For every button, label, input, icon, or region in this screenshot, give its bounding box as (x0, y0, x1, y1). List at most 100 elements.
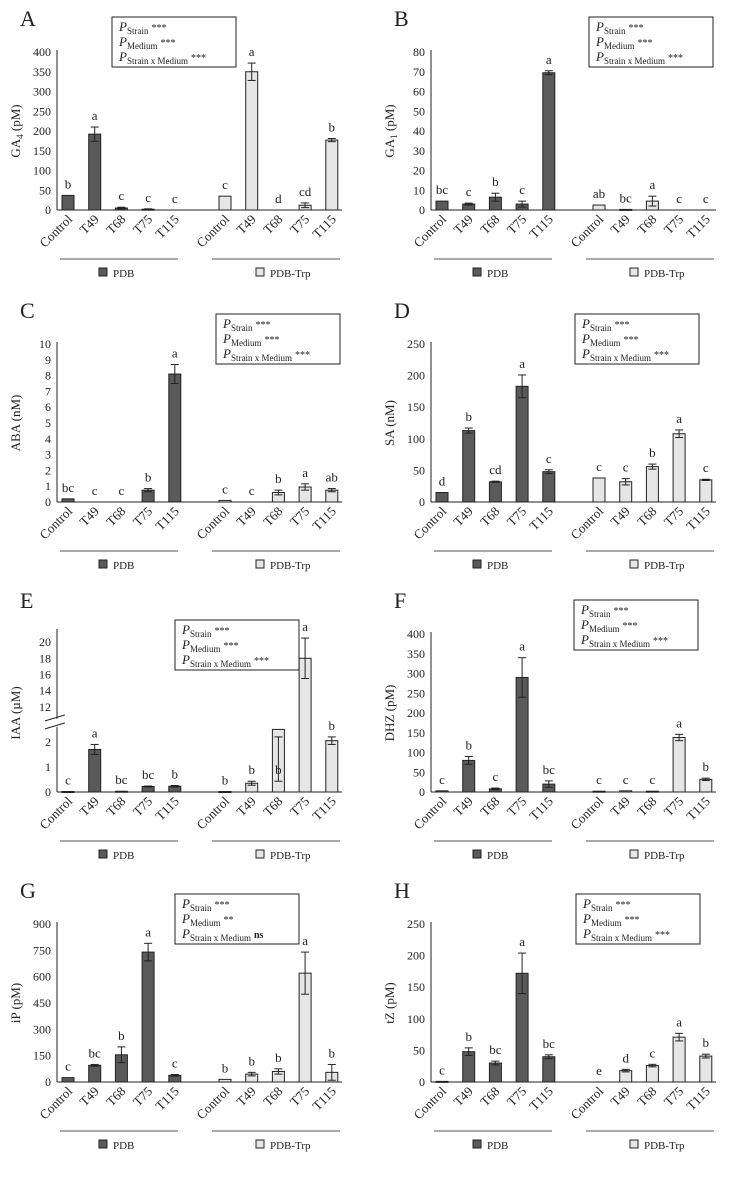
x-tick-label: T68 (477, 504, 502, 529)
stats-line: PStrain x Medium *** (581, 346, 669, 363)
significance-letter: c (676, 191, 682, 206)
significance-letter: a (302, 933, 308, 948)
stat-significance: *** (622, 621, 637, 632)
legend-swatch-PDB (98, 849, 108, 859)
stats-line: PMedium *** (118, 34, 175, 51)
x-tick-label: T75 (661, 212, 686, 237)
significance-letter: b (65, 176, 72, 191)
y-label-unit: (pM) (382, 982, 397, 1012)
x-tick-label: T68 (260, 212, 285, 237)
significance-letter: c (65, 1059, 71, 1074)
x-tick-label: T68 (260, 794, 285, 819)
significance-letter: c (623, 772, 629, 787)
x-tick-label: T115 (309, 794, 339, 824)
stat-subscript: Medium (604, 41, 635, 51)
stats-line: PMedium *** (580, 617, 637, 634)
significance-letter: a (546, 52, 552, 67)
bar-PDB-T68 (488, 481, 502, 503)
x-tick-label: T115 (683, 1084, 713, 1114)
y-tick-label: 200 (407, 706, 425, 720)
x-tick-label: T68 (103, 794, 128, 819)
x-tick-label: T68 (634, 794, 659, 819)
stats-box (575, 893, 701, 945)
bar-PDB-Control (61, 194, 75, 211)
panel-label: B (394, 6, 409, 31)
x-tick-label: Control (567, 503, 606, 542)
y-tick-label: 150 (407, 400, 425, 414)
legend-label: PDB (487, 1140, 508, 1152)
x-tick-label: T68 (103, 212, 128, 237)
x-tick-label: T68 (477, 1084, 502, 1109)
x-tick-label: T68 (103, 504, 128, 529)
stat-significance: *** (254, 656, 269, 667)
stat-subscript: Medium (231, 338, 262, 348)
significance-letter: cd (489, 462, 502, 477)
significance-letter: c (650, 772, 656, 787)
y-tick-label: 250 (407, 917, 425, 931)
x-tick-label: T75 (130, 1084, 155, 1109)
x-tick-label: T115 (152, 794, 182, 824)
legend-swatch-PDB (472, 559, 482, 569)
stat-significance: *** (214, 626, 229, 637)
y-tick-label: 60 (413, 85, 425, 99)
bar-PDB-T49 (462, 1051, 476, 1083)
y-tick-label: 50 (413, 765, 425, 779)
y-tick-label: 2 (45, 735, 51, 749)
stat-subscript: Medium (127, 41, 158, 51)
y-tick-label: 0 (45, 495, 51, 509)
significance-letter: a (172, 346, 178, 361)
x-tick-label: T68 (260, 1084, 285, 1109)
stat-significance: *** (214, 900, 229, 911)
y-tick-label: 4 (45, 432, 51, 446)
significance-letter: b (465, 409, 472, 424)
significance-letter: a (519, 356, 525, 371)
x-tick-label: T68 (260, 504, 285, 529)
y-tick-label: 100 (33, 164, 51, 178)
x-tick-label: T75 (287, 212, 312, 237)
legend-label: PDB (487, 268, 508, 280)
y-tick-label: 0 (45, 203, 51, 217)
stat-subscript: Medium (591, 918, 622, 928)
y-label-unit: (pM) (8, 983, 23, 1013)
y-tick-label: 0 (45, 1075, 51, 1089)
stat-symbol: P (118, 19, 127, 34)
x-tick-label: T49 (76, 1084, 101, 1109)
significance-letter: a (676, 715, 682, 730)
significance-letter: cd (299, 184, 312, 199)
significance-letter: d (275, 191, 282, 206)
panel-E: E IAA (µM) 0 1 2 12 14 16 18 20 c Control a T49 bc T68 b… (0, 582, 374, 874)
significance-letter: b (465, 1029, 472, 1044)
y-tick-label: 10 (413, 183, 425, 197)
significance-letter: b (329, 1045, 336, 1060)
x-tick-label: T49 (450, 794, 475, 819)
significance-letter: c (546, 451, 552, 466)
y-axis-label: DHZ (pM) (382, 685, 397, 742)
x-tick-label: T75 (130, 794, 155, 819)
bar-PDB-Trp-Control (218, 1078, 232, 1083)
legend-swatch-PDB-Trp (629, 559, 639, 569)
significance-letter: bc (489, 1042, 502, 1057)
significance-letter: ab (326, 470, 338, 485)
significance-letter: b (703, 1035, 710, 1050)
bar-PDB-T75 (141, 951, 155, 1083)
y-tick-label: 450 (33, 996, 51, 1010)
stat-symbol: P (580, 617, 589, 632)
x-tick-label: T75 (504, 504, 529, 529)
y-axis-label: tZ (pM) (382, 982, 397, 1024)
stat-symbol: P (581, 346, 590, 361)
legend-swatch-PDB-Trp (255, 849, 265, 859)
stat-significance: ns (254, 930, 264, 941)
y-tick-label: 300 (33, 1022, 51, 1036)
bar-PDB-T49 (88, 748, 102, 793)
y-tick-label: 350 (407, 647, 425, 661)
bar-PDB-Control (435, 790, 449, 793)
bar-PDB-Trp-T115 (699, 778, 713, 793)
y-tick-label: 150 (33, 1049, 51, 1063)
bar-PDB-Trp-Control (592, 477, 606, 503)
significance-letter: c (119, 483, 125, 498)
stat-symbol: P (222, 331, 231, 346)
y-label-unit: (nM) (8, 395, 23, 425)
stats-line: PMedium *** (582, 911, 639, 928)
x-tick-label: T49 (450, 504, 475, 529)
